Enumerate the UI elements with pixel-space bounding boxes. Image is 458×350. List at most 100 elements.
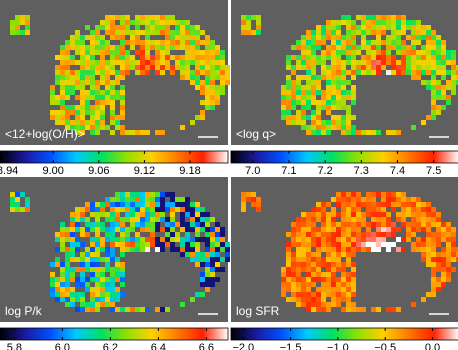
map-pixel [346,257,351,262]
map-pixel [336,65,341,70]
map-pixel [316,277,321,282]
map-pixel [130,197,135,202]
map-pixel [65,262,70,267]
map-pixel [195,75,200,80]
map-pixel [170,70,175,75]
map-pixel [456,80,458,85]
map-pixel [311,282,316,287]
map-pixel [185,25,190,30]
map-pixel [120,202,125,207]
map-pixel [110,95,115,100]
map-pixel [321,100,326,105]
map-pixel [60,45,65,50]
map-pixel [95,232,100,237]
tick-label: 8.94 [0,165,18,177]
map-pixel [140,30,145,35]
map-pixel [356,50,361,55]
map-pixel [85,75,90,80]
map-pixel [346,242,351,247]
map-pixel [396,45,401,50]
map-pixel [115,15,120,20]
map-pixel [170,222,175,227]
map-pixel [421,120,426,125]
map-pixel [175,232,180,237]
map-pixel [140,70,145,75]
map-pixel [80,257,85,262]
map-pixel [446,70,451,75]
map-pixel [356,242,361,247]
map-pixel [391,307,396,312]
map-pixel [401,247,406,252]
map-pixel [80,272,85,277]
map-pixel [351,277,356,282]
map-pixel [210,252,215,257]
map-pixel [105,292,110,297]
map-pixel [160,212,165,217]
map-pixel [361,60,366,65]
map-pixel [416,35,421,40]
map-pixel [411,217,416,222]
map-pixel [401,55,406,60]
map-pixel [105,227,110,232]
map-pixel [70,75,75,80]
map-pixel [75,257,80,262]
map-pixel [80,125,85,130]
map-pixel [351,197,356,202]
map-pixel [225,252,230,257]
map-pixel [326,287,331,292]
map-pixel [115,237,120,242]
map-pixel [336,227,341,232]
map-pixel [65,125,70,130]
map-pixel [105,277,110,282]
map-pixel [336,297,341,302]
map-pixel [436,105,441,110]
map-pixel [341,247,346,252]
map-pixel [301,100,306,105]
map-pixel [210,105,215,110]
map-pixel [220,50,225,55]
map-pixel [286,75,291,80]
map-pixel [75,35,80,40]
map-pixel [301,287,306,292]
map-pixel [301,45,306,50]
map-pixel [60,242,65,247]
map-pixel [306,85,311,90]
map-pixel [160,227,165,232]
map-pixel [341,115,346,120]
map-pixel [110,277,115,282]
map-pixel [65,45,70,50]
map-pixel [396,227,401,232]
map-pixel [336,95,341,100]
map-pixel [311,85,316,90]
map-pixel [361,307,366,312]
map-pixel [431,95,436,100]
map-pixel [336,232,341,237]
map-pixel [70,105,75,110]
map-pixel [331,302,336,307]
map-pixel [401,30,406,35]
map-pixel [175,222,180,227]
map-pixel [396,65,401,70]
map-pixel [135,65,140,70]
map-pixel [205,257,210,262]
map-pixel [451,60,456,65]
map-pixel [60,287,65,292]
map-pixel [75,50,80,55]
map-pixel [341,297,346,302]
map-pixel [160,30,165,35]
map-pixel [296,90,301,95]
map-pixel [95,105,100,110]
map-pixel [301,50,306,55]
map-pixel [120,217,125,222]
map-pixel [120,242,125,247]
map-pixel [426,40,431,45]
tick-label: 6.2 [103,342,118,350]
map-pixel [165,60,170,65]
map-pixel [150,222,155,227]
map-pixel [301,292,306,297]
map-pixel [321,257,326,262]
map-pixel [140,15,145,20]
map-pixel [351,212,356,217]
map-pixel [351,85,356,90]
tick-label: 9.06 [88,165,109,177]
